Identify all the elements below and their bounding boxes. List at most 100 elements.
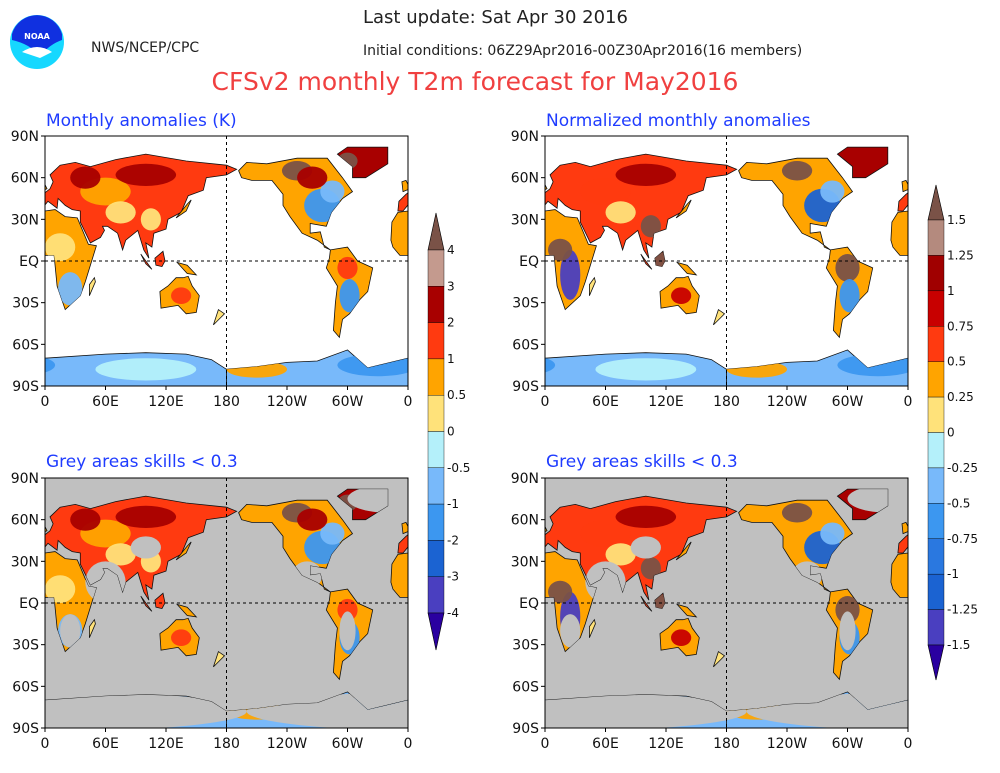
- lon-tick-label: 60E: [592, 736, 619, 752]
- lon-tick-label: 60E: [92, 736, 119, 752]
- lat-tick-label: 90N: [11, 129, 39, 145]
- lat-tick-label: 60N: [11, 171, 39, 187]
- lon-tick-label: 180: [713, 736, 740, 752]
- colorbar-label: -1: [947, 567, 959, 581]
- land-japan: [675, 541, 692, 561]
- colorbar-label: -2: [447, 533, 459, 547]
- lon-tick-label: 180: [713, 394, 740, 410]
- land-greenland: [836, 146, 889, 179]
- lon-tick-label: 60W: [832, 736, 864, 752]
- lon-tick-label: 120W: [267, 394, 308, 410]
- land-uk: [901, 179, 908, 193]
- figure-title: CFSv2 monthly T2m forecast for May2016: [212, 67, 739, 96]
- panel-title-skill-normalized: Grey areas skills < 0.3: [546, 452, 738, 472]
- lat-tick-label: 60N: [511, 513, 539, 529]
- lon-tick-label: 120W: [767, 736, 808, 752]
- land-sumatra: [504, 254, 515, 269]
- colorbar-segment: [927, 255, 945, 292]
- lat-tick-label: 90S: [512, 379, 539, 395]
- land-samerica: [463, 247, 509, 337]
- lat-tick-label: EQ: [519, 596, 539, 612]
- land-borneo: [154, 250, 166, 268]
- colorbar-label: 0.75: [947, 319, 974, 333]
- lat-tick-label: 60S: [512, 337, 539, 353]
- lon-tick-label: 60W: [332, 736, 364, 752]
- land-africa: [390, 210, 408, 256]
- colorbar-segment: [427, 395, 445, 432]
- land-africa: [890, 210, 908, 256]
- colorbar-label: 0: [947, 426, 955, 440]
- lat-tick-label: 90S: [512, 721, 539, 737]
- colorbar-label: 1.25: [947, 248, 974, 262]
- land-japan: [175, 199, 192, 219]
- land-japan: [175, 541, 192, 561]
- lon-tick-label: 0: [904, 394, 913, 410]
- lat-tick-label: 30S: [12, 638, 39, 654]
- lon-tick-label: 60E: [592, 394, 619, 410]
- colorbar-label: 1.5: [947, 213, 966, 227]
- colorbar-overflow-low: [927, 644, 945, 681]
- lat-tick-label: 90N: [511, 471, 539, 487]
- land-uk: [401, 179, 408, 193]
- lat-tick-label: 60N: [11, 513, 39, 529]
- land-eurasia: [897, 192, 908, 212]
- colorbar-segment: [927, 361, 945, 398]
- colorbar-label: 2: [447, 316, 455, 330]
- land-sumatra: [140, 253, 153, 270]
- lon-tick-label: 120E: [648, 736, 684, 752]
- anomaly-colorbar: 4 3 2 1 0.5 0 -0.5 -1 -2 -3 -4: [427, 212, 470, 651]
- land-madagascar: [589, 276, 596, 296]
- colorbar-label: -1.5: [947, 638, 970, 652]
- colorbar-label: 0: [447, 425, 455, 439]
- normalized-colorbar: 1.5 1.25 1 0.75 0.5 0.25 0 -0.25 -0.5 -0.75 -1 -1.2…: [927, 184, 978, 681]
- land-sumatra: [504, 596, 515, 611]
- lon-tick-label: 0: [541, 394, 550, 410]
- colorbar-label: 4: [447, 243, 455, 257]
- land-newguinea: [175, 603, 198, 618]
- colorbar-label: 1: [447, 352, 455, 366]
- lon-tick-label: 180: [213, 736, 240, 752]
- land-nz: [213, 650, 226, 668]
- colorbar-segment: [427, 576, 445, 614]
- land-eurasia: [397, 192, 408, 212]
- panel-title-anomalies: Monthly anomalies (K): [46, 111, 237, 131]
- logo-text: NOAA: [24, 32, 50, 41]
- colorbar-segment: [427, 540, 445, 577]
- colorbar-segment: [927, 290, 945, 327]
- colorbar-segment: [927, 467, 945, 504]
- land-samerica: [463, 589, 509, 679]
- colorbar-segment: [427, 286, 445, 323]
- lat-tick-label: 60S: [12, 337, 39, 353]
- lon-tick-label: 120W: [267, 736, 308, 752]
- lat-tick-label: 30S: [12, 296, 39, 312]
- land-eurasia: [897, 534, 908, 554]
- lat-tick-label: 90S: [12, 721, 39, 737]
- org-label: NWS/NCEP/CPC: [91, 40, 199, 56]
- land-nz: [713, 650, 726, 668]
- land-madagascar: [452, 620, 458, 638]
- lat-tick-label: 90N: [511, 129, 539, 145]
- colorbar-label: 1: [947, 284, 955, 298]
- land-borneo: [154, 592, 166, 610]
- lat-tick-label: 60S: [512, 679, 539, 695]
- lat-tick-label: 30S: [512, 296, 539, 312]
- panel-title-normalized: Normalized monthly anomalies: [546, 111, 811, 131]
- land-samerica: [0, 589, 10, 679]
- lon-tick-label: 180: [213, 394, 240, 410]
- noaa-logo: NOAA: [10, 15, 64, 69]
- lon-tick-label: 0: [41, 736, 50, 752]
- colorbar-label: -4: [447, 606, 459, 620]
- lon-tick-label: 120W: [767, 394, 808, 410]
- lon-tick-label: 60W: [332, 394, 364, 410]
- lat-tick-label: 30N: [511, 554, 539, 570]
- panel-title-skill-anomalies: Grey areas skills < 0.3: [46, 452, 238, 472]
- lat-tick-label: EQ: [19, 596, 39, 612]
- colorbar-label: -0.75: [947, 532, 978, 546]
- land-namerica: [738, 157, 854, 251]
- lon-tick-label: 60W: [832, 394, 864, 410]
- land-samerica: [0, 247, 10, 337]
- colorbar-label: 0.25: [947, 390, 974, 404]
- colorbar-label: -1.25: [947, 603, 978, 617]
- lat-tick-label: 30S: [512, 638, 539, 654]
